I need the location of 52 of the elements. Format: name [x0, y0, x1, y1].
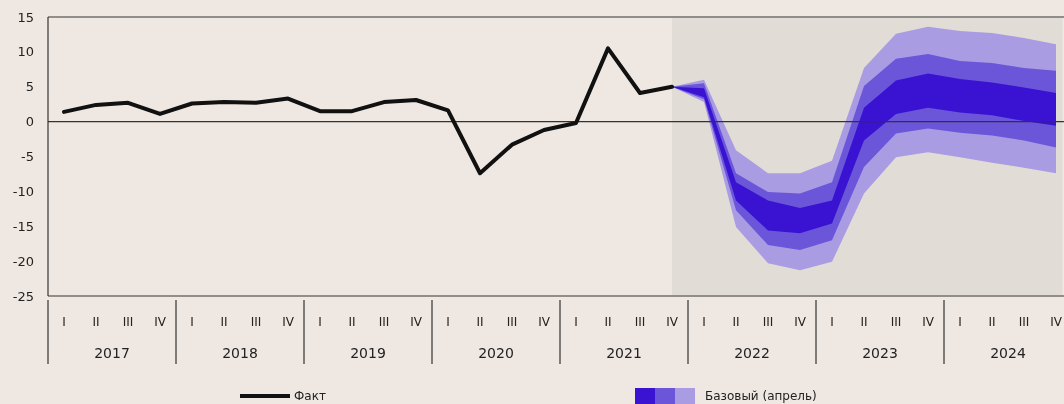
x-tick-label: IV: [922, 315, 935, 329]
y-tick-label: 10: [17, 44, 34, 60]
y-tick-label: -10: [12, 183, 34, 199]
y-tick-label: 5: [25, 79, 34, 95]
x-tick-label: IV: [410, 315, 423, 329]
x-tick-label: I: [446, 315, 450, 329]
y-tick-label: -5: [21, 149, 34, 165]
x-tick-label: IV: [666, 315, 679, 329]
y-tick-label: 0: [25, 114, 34, 130]
line-series: [62, 46, 674, 176]
x-tick-label: II: [92, 315, 100, 329]
y-tick-label: -15: [12, 218, 34, 234]
x-tick-label: I: [318, 315, 322, 329]
text: 2024: [990, 345, 1026, 361]
y-tick-label: -25: [12, 288, 34, 304]
x-tick-label: III: [890, 315, 902, 329]
x-tick-label: II: [348, 315, 356, 329]
x-tick-label: II: [732, 315, 740, 329]
x-tick-label: II: [476, 315, 484, 329]
x-tick-label: III: [1018, 315, 1030, 329]
y-tick-label: 15: [17, 9, 34, 25]
x-tick-label: III: [762, 315, 774, 329]
x-tick-label: IV: [154, 315, 167, 329]
x-tick-label: IV: [538, 315, 551, 329]
text: 2023: [862, 345, 898, 361]
x-tick-label: III: [122, 315, 134, 329]
x-tick-label: II: [860, 315, 868, 329]
x-tick-label: III: [634, 315, 646, 329]
x-tick-label: II: [220, 315, 228, 329]
legend-label: Факт: [294, 389, 326, 403]
legend-label: Базовый (апрель): [705, 389, 817, 403]
x-tick-label: IV: [1050, 315, 1063, 329]
text: 2020: [478, 345, 514, 361]
x-tick-label: III: [378, 315, 390, 329]
text: 2022: [734, 345, 770, 361]
x-tick-label: IV: [794, 315, 807, 329]
x-tick-label: I: [702, 315, 706, 329]
x-tick-label: I: [190, 315, 194, 329]
x-tick-label: I: [62, 315, 66, 329]
x-tick-label: I: [830, 315, 834, 329]
x-tick-label: I: [574, 315, 578, 329]
y-tick-label: -20: [12, 253, 34, 269]
x-tick-label: IV: [282, 315, 295, 329]
text: 2018: [222, 345, 258, 361]
x-tick-label: III: [250, 315, 262, 329]
text: 2017: [94, 345, 130, 361]
text: 2021: [606, 345, 642, 361]
x-tick-label: II: [988, 315, 996, 329]
text: 2019: [350, 345, 386, 361]
x-tick-label: III: [506, 315, 518, 329]
x-tick-label: II: [604, 315, 612, 329]
x-tick-label: I: [958, 315, 962, 329]
